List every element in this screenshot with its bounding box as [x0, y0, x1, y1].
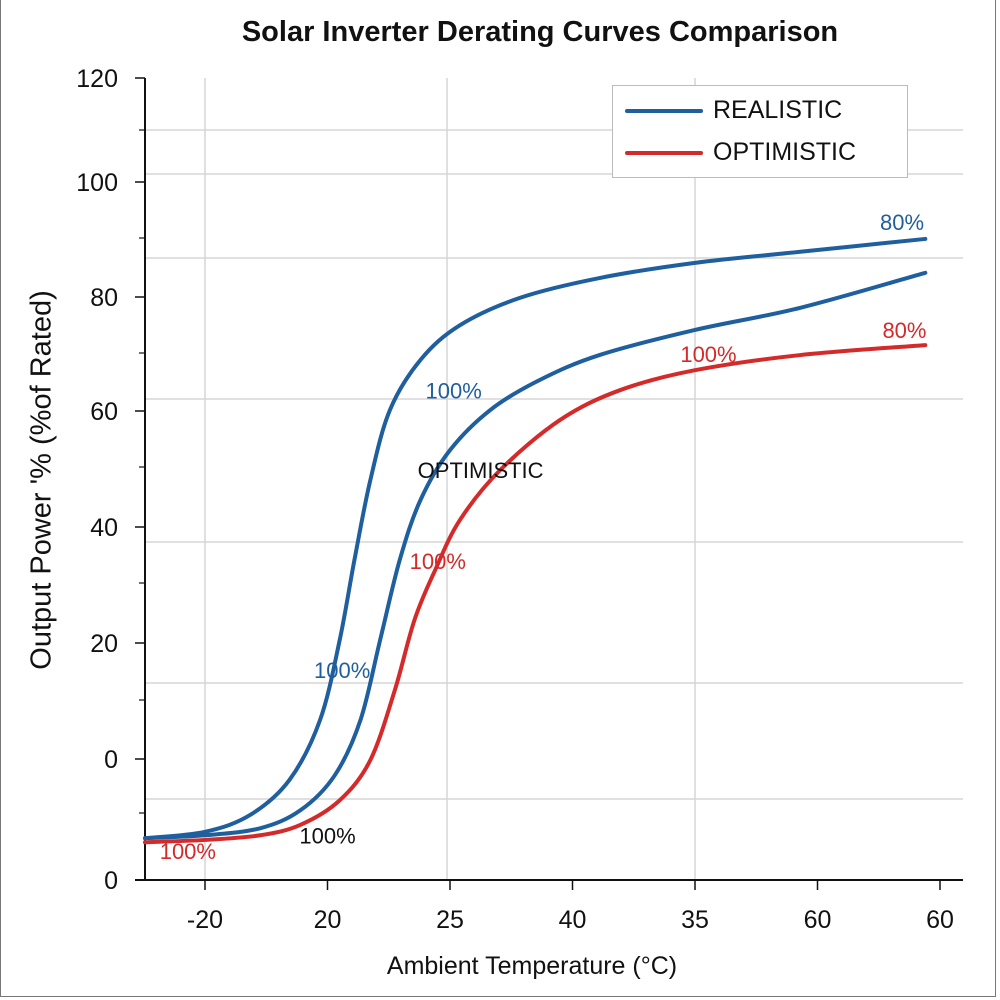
series-line-optimistic-2 — [142, 343, 928, 845]
annotation-label: OPTIMISTIC — [418, 458, 544, 483]
x-tick-label: 25 — [436, 906, 464, 934]
chart-title: Solar Inverter Derating Curves Compariso… — [241, 16, 839, 48]
y-tick-label: 20 — [90, 630, 118, 658]
x-tick-label: 60 — [926, 906, 954, 934]
x-tick-label: 35 — [681, 906, 709, 934]
annotation-label: 100% — [299, 823, 355, 848]
x-tick-label: 60 — [804, 906, 832, 934]
annotation-label: 100% — [160, 839, 216, 864]
legend-swatch-optimistic — [625, 150, 703, 155]
legend: REALISTIC OPTIMISTIC — [612, 85, 908, 178]
x-axis-label: Ambient Temperature (°C) — [386, 952, 678, 980]
x-tick-label: 40 — [559, 906, 587, 934]
y-tick-label: 60 — [90, 398, 118, 426]
annotation-label: 80% — [882, 318, 926, 343]
legend-item-optimistic: OPTIMISTIC — [625, 138, 856, 167]
y-tick-label: 80 — [90, 284, 118, 312]
annotation-label: 80% — [880, 210, 924, 235]
series-line-realistic-1 — [142, 270, 928, 841]
annotation-label: 100% — [314, 658, 370, 683]
legend-label-realistic: REALISTIC — [713, 96, 843, 124]
y-tick-label: 0 — [104, 867, 118, 895]
y-tick-label: 40 — [90, 514, 118, 542]
legend-item-realistic: REALISTIC — [625, 96, 842, 125]
series-line-realistic-0 — [142, 236, 928, 841]
x-tick-label: 20 — [314, 906, 342, 934]
y-tick-label: 0 — [104, 746, 118, 774]
legend-swatch-realistic — [625, 108, 703, 113]
y-tick-label: 120 — [76, 65, 118, 93]
annotation-label: 100% — [680, 342, 736, 367]
x-tick-label: -20 — [187, 906, 223, 934]
y-tick-label: 100 — [76, 169, 118, 197]
legend-label-optimistic: OPTIMISTIC — [713, 138, 857, 166]
annotation-label: 100% — [426, 379, 482, 404]
annotation-label: 100% — [410, 549, 466, 574]
